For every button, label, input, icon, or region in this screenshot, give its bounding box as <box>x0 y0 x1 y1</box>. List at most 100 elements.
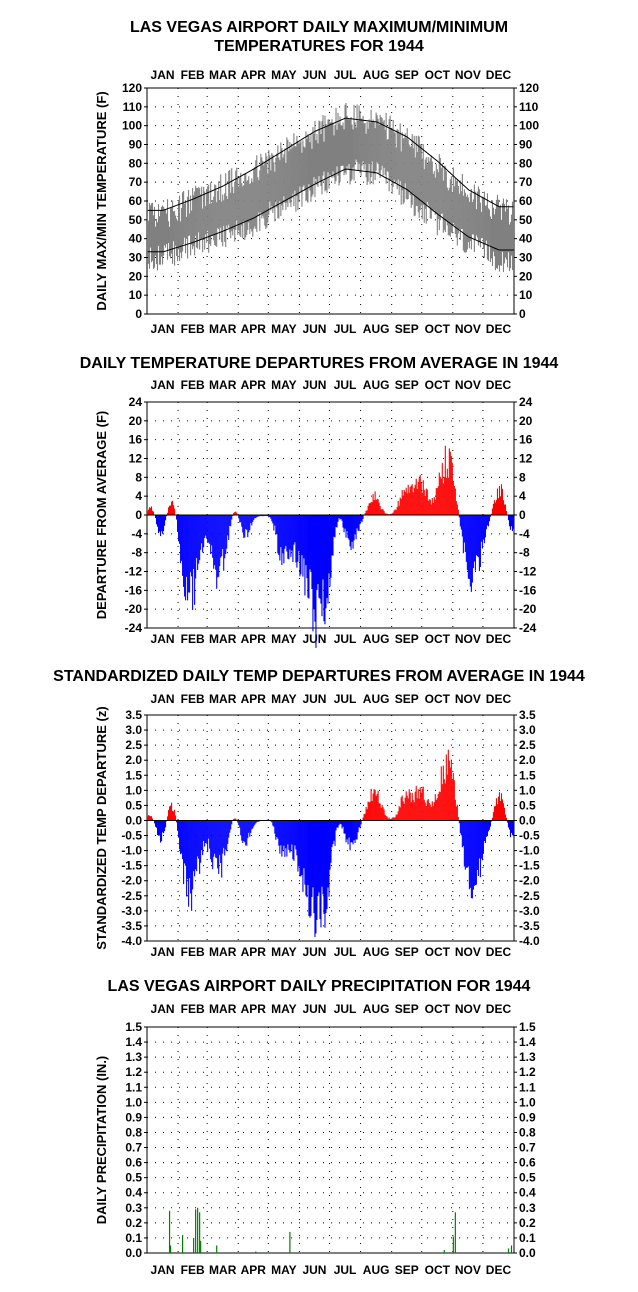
temp-month-label-bottom: OCT <box>425 322 451 336</box>
precip-ytick-label-right: 0.3 <box>519 1201 536 1215</box>
temp-month-label-top: DEC <box>486 68 512 82</box>
standardized-ytick-label-right: -0.5 <box>519 829 540 843</box>
temp-ytick-label-left: 100 <box>122 119 142 133</box>
precip-ytick-label-left: 0.0 <box>125 1246 142 1260</box>
standardized-month-label-top: AUG <box>363 692 390 706</box>
departure-month-label-top: JUN <box>302 378 326 392</box>
departure-ytick-label-right: 20 <box>519 414 533 428</box>
standardized-ytick-label-left: 3.0 <box>125 723 142 737</box>
precip-y-axis-label: DAILY PRECIPITATION (IN.) <box>94 1056 109 1225</box>
standardized-ytick-label-right: -3.0 <box>519 904 540 918</box>
temp-ytick-label-left: 50 <box>129 213 143 227</box>
departure-month-label-top: MAY <box>271 378 297 392</box>
precip-month-label-top: APR <box>241 1002 267 1016</box>
standardized-ytick-label-right: 1.5 <box>519 768 536 782</box>
standardized-ytick-label-left: 2.5 <box>125 738 142 752</box>
precip-month-label-bottom: OCT <box>425 1263 451 1277</box>
temp-ytick-label-right: 120 <box>519 81 539 95</box>
precip-ytick-label-left: 1.5 <box>125 1020 142 1034</box>
precip-ytick-label-left: 0.2 <box>125 1216 142 1230</box>
temp-chart-title-line-1: LAS VEGAS AIRPORT DAILY MAXIMUM/MINIMUM <box>129 19 509 36</box>
temp-ytick-label-right: 110 <box>519 100 539 114</box>
temp-month-label-top: JAN <box>151 68 175 82</box>
departure-y-axis-label: DEPARTURE FROM AVERAGE (F) <box>94 411 109 619</box>
temp-ytick-label-right: 20 <box>519 269 533 283</box>
temp-ytick-label-left: 60 <box>129 194 143 208</box>
precip-month-label-bottom: JAN <box>151 1263 175 1277</box>
departure-ytick-label-right: -20 <box>519 602 537 616</box>
departure-ytick-label-left: -24 <box>125 621 143 635</box>
precip-ytick-label-left: 1.0 <box>125 1095 142 1109</box>
standardized-month-label-bottom: JUN <box>302 945 326 959</box>
standardized-month-label-bottom: JAN <box>151 945 175 959</box>
temp-ytick-label-right: 80 <box>519 156 533 170</box>
precip-month-label-bottom: MAR <box>209 1263 237 1277</box>
precip-ytick-label-right: 0.9 <box>519 1110 536 1124</box>
temp-ytick-label-right: 10 <box>519 288 533 302</box>
departure-month-label-top: OCT <box>425 378 451 392</box>
standardized-ytick-label-left: 3.5 <box>125 708 142 722</box>
precip-month-label-bottom: JUN <box>302 1263 326 1277</box>
standardized-ytick-label-left: 2.0 <box>125 753 142 767</box>
precip-month-label-bottom: APR <box>241 1263 267 1277</box>
standardized-ytick-label-left: -1.0 <box>121 844 142 858</box>
standardized-ytick-label-right: -4.0 <box>519 934 540 948</box>
precip-ytick-label-right: 0.7 <box>519 1141 536 1155</box>
temp-month-label-top: JUN <box>302 68 326 82</box>
temp-month-label-top: SEP <box>395 68 419 82</box>
precip-ytick-label-right: 0.2 <box>519 1216 536 1230</box>
standardized-ytick-label-left: 0.0 <box>125 813 142 827</box>
departure-month-label-bottom: JAN <box>151 632 175 646</box>
standardized-ytick-label-left: 1.0 <box>125 783 142 797</box>
standardized-ytick-label-right: 1.0 <box>519 783 536 797</box>
temp-ytick-label-right: 30 <box>519 251 533 265</box>
temp-ytick-label-right: 70 <box>519 175 533 189</box>
departure-ytick-label-left: 24 <box>129 395 143 409</box>
temp-ytick-label-left: 110 <box>123 100 143 114</box>
temp-month-label-bottom: MAR <box>209 322 237 336</box>
standardized-month-label-bottom: DEC <box>486 945 512 959</box>
precip-month-label-bottom: AUG <box>363 1263 390 1277</box>
standardized-ytick-label-right: 0.5 <box>519 798 536 812</box>
departure-ytick-label-left: 20 <box>129 414 143 428</box>
standardized-ytick-label-right: -2.0 <box>519 874 540 888</box>
temp-chart-title: LAS VEGAS AIRPORT DAILY MAXIMUM/MINIMUM … <box>0 18 638 56</box>
departure-ytick-label-right: -8 <box>519 546 530 560</box>
temp-ytick-label-left: 70 <box>129 175 143 189</box>
precip-ytick-label-right: 0.4 <box>519 1186 536 1200</box>
temp-max-min-chart: 0 0 10 10 20 20 30 30 40 40 50 50 60 60 70 70 80 80 90 90 10… <box>94 68 539 336</box>
standardized-ytick-label-right: -1.0 <box>519 844 540 858</box>
temp-month-label-top: OCT <box>425 68 451 82</box>
precipitation-chart: 0.0 0.00.1 0.10.2 0.20.3 0.30.4 0.40.5 0.50.6 0… <box>94 1002 536 1277</box>
precip-ytick-label-right: 1.0 <box>519 1095 536 1109</box>
departure-month-label-top: JUL <box>334 378 357 392</box>
precip-month-label-top: JUL <box>334 1002 357 1016</box>
departure-chart-title: DAILY TEMPERATURE DEPARTURES FROM AVERAG… <box>79 355 559 372</box>
departure-month-label-top: APR <box>241 378 267 392</box>
precip-month-label-top: NOV <box>455 1002 481 1016</box>
temp-month-label-top: NOV <box>455 68 481 82</box>
standardized-ytick-label-left: -2.5 <box>121 889 142 903</box>
departure-month-label-top: AUG <box>363 378 390 392</box>
departure-month-label-top: DEC <box>486 378 512 392</box>
normal-min-line <box>147 168 514 253</box>
standardized-month-label-bottom: JUL <box>334 945 357 959</box>
precip-ytick-label-left: 0.5 <box>125 1171 142 1185</box>
departure-ytick-label-left: -4 <box>131 527 142 541</box>
precip-ytick-label-right: 1.4 <box>519 1035 536 1049</box>
precip-ytick-label-right: 1.3 <box>519 1050 536 1064</box>
departure-ytick-label-left: 16 <box>129 433 143 447</box>
temp-chart-title-line-2: TEMPERATURES FOR 1944 <box>214 38 424 55</box>
departure-ytick-label-left: 4 <box>135 489 142 503</box>
departure-month-label-bottom: JUN <box>302 632 326 646</box>
standardized-month-label-bottom: AUG <box>363 945 390 959</box>
temp-month-label-bottom: DEC <box>486 322 512 336</box>
standardized-ytick-label-right: 0.0 <box>519 813 536 827</box>
precip-ytick-label-right: 0.8 <box>519 1125 536 1139</box>
standardized-month-label-bottom: SEP <box>395 945 419 959</box>
standardized-month-label-bottom: APR <box>241 945 267 959</box>
standardized-month-label-bottom: MAY <box>271 945 297 959</box>
precip-month-label-top: MAY <box>271 1002 297 1016</box>
temp-ytick-label-left: 90 <box>129 138 143 152</box>
temp-month-label-top: MAY <box>271 68 297 82</box>
